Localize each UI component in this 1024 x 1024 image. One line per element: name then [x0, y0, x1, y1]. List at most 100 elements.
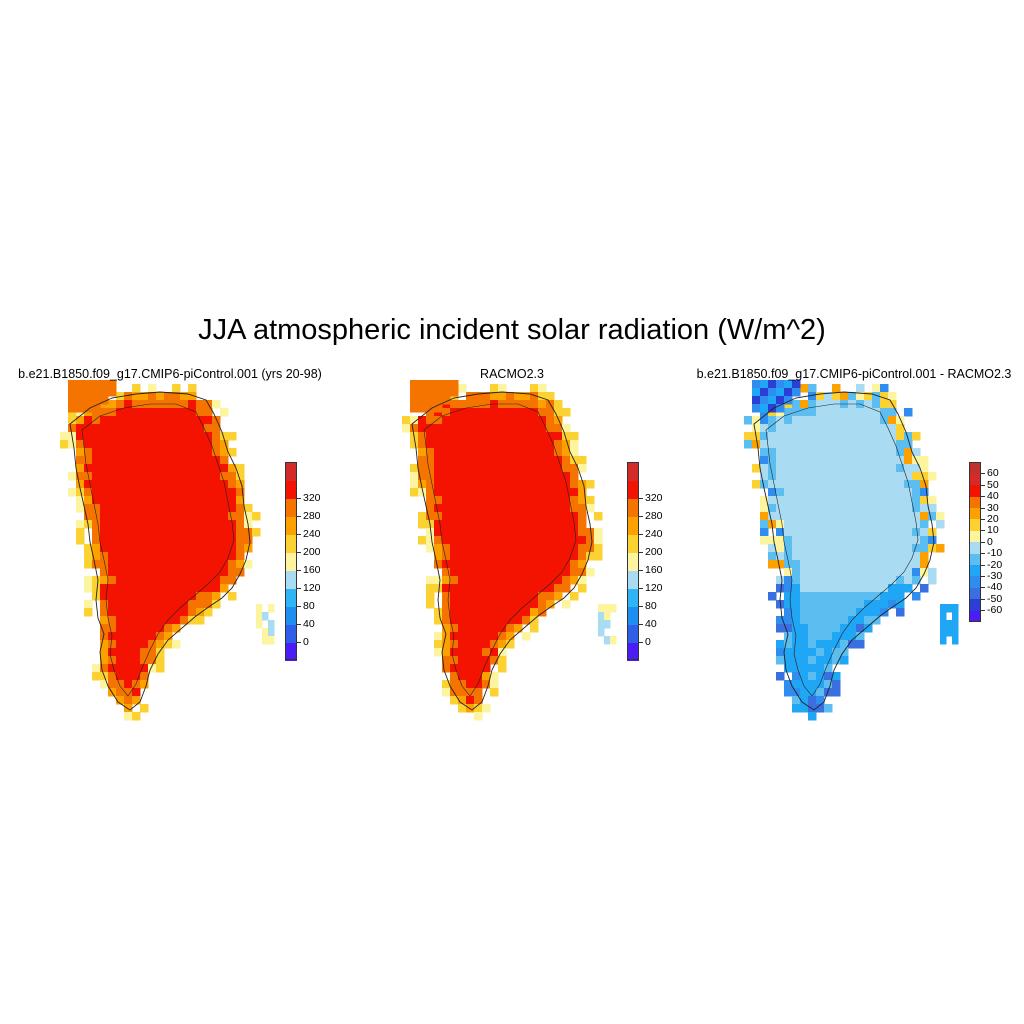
grid-cell	[832, 464, 841, 473]
grid-cell	[148, 456, 157, 465]
grid-cell	[840, 568, 849, 577]
grid-cell	[228, 528, 237, 537]
grid-cell	[458, 664, 467, 673]
grid-cell	[800, 400, 809, 409]
grid-cell	[490, 600, 499, 609]
grid-cell	[180, 584, 189, 593]
grid-cell	[522, 552, 531, 561]
grid-cell	[824, 680, 833, 689]
grid-cell	[888, 472, 897, 481]
grid-cell	[442, 512, 451, 521]
grid-cell	[864, 480, 873, 489]
grid-cell	[498, 496, 507, 505]
grid-cell	[92, 480, 101, 489]
grid-cell	[888, 568, 897, 577]
grid-cell	[888, 432, 897, 441]
grid-cell	[554, 408, 563, 417]
grid-cell	[530, 544, 539, 553]
grid-cell	[100, 380, 109, 389]
grid-cell	[784, 616, 793, 625]
grid-cell	[570, 440, 579, 449]
grid-cell	[418, 388, 427, 397]
grid-cell	[920, 584, 929, 593]
grid-cell	[124, 528, 133, 537]
nw-corner-patch	[752, 380, 801, 413]
grid-cell	[856, 544, 865, 553]
grid-cell	[108, 608, 117, 617]
grid-cell	[498, 480, 507, 489]
grid-cell	[864, 552, 873, 561]
grid-cell	[832, 544, 841, 553]
grid-cell	[808, 712, 817, 721]
grid-cell	[940, 620, 947, 629]
coastline	[411, 391, 593, 711]
grid-cell	[912, 488, 921, 497]
colorbar-tick	[981, 576, 985, 577]
grid-cell	[530, 464, 539, 473]
grid-cell	[108, 504, 117, 513]
grid-cell	[84, 496, 93, 505]
grid-cell	[538, 584, 547, 593]
grid-cell	[904, 504, 913, 513]
grid-cell	[808, 464, 817, 473]
grid-cell	[816, 624, 825, 633]
grid-cell	[418, 488, 427, 497]
grid-cell	[808, 664, 817, 673]
grid-cell	[538, 424, 547, 433]
grid-cell	[880, 560, 889, 569]
grid-cell	[816, 440, 825, 449]
grid-cell	[100, 520, 109, 529]
grid-cell	[848, 568, 857, 577]
grid-cell	[514, 608, 523, 617]
grid-cell	[196, 560, 205, 569]
grid-cell	[132, 616, 141, 625]
grid-cell	[848, 464, 857, 473]
grid-cell	[880, 392, 889, 401]
grid-cell	[196, 592, 205, 601]
grid-cell	[808, 624, 817, 633]
grid-cell	[164, 504, 173, 513]
grid-cell	[482, 400, 491, 409]
colorbar-tick	[297, 498, 301, 499]
grid-cell	[108, 648, 117, 657]
grid-cell	[808, 640, 817, 649]
grid-cell	[450, 568, 459, 577]
grid-cell	[196, 504, 205, 513]
grid-cell	[204, 424, 213, 433]
grid-cell	[108, 416, 117, 425]
grid-cell	[156, 616, 165, 625]
grid-cell	[840, 480, 849, 489]
grid-cell	[84, 416, 93, 425]
colorbar-tick	[297, 516, 301, 517]
grid-cell	[546, 528, 555, 537]
grid-cell	[856, 608, 865, 617]
grid-cell	[236, 496, 245, 505]
grid-cell	[204, 536, 213, 545]
grid-cell	[498, 648, 507, 657]
colorbar-tick-label: 320	[303, 492, 321, 504]
grid-cell	[792, 568, 801, 577]
grid-cell	[188, 616, 197, 625]
grid-cell	[172, 520, 181, 529]
grid-cell	[506, 544, 515, 553]
grid-cell	[776, 640, 785, 649]
grid-cell	[204, 488, 213, 497]
grid-cell	[506, 440, 515, 449]
grid-cell	[148, 616, 157, 625]
grid-cell	[116, 656, 125, 665]
grid-cell	[490, 512, 499, 521]
grid-cell	[904, 576, 913, 585]
grid-cell	[196, 552, 205, 561]
grid-cell	[538, 552, 547, 561]
grid-cell	[100, 424, 109, 433]
grid-cell	[490, 448, 499, 457]
svalbard-cells	[940, 604, 959, 645]
grid-cell	[124, 464, 133, 473]
grid-cell	[116, 448, 125, 457]
grid-cell	[196, 464, 205, 473]
grid-cell	[426, 464, 435, 473]
grid-cell	[188, 384, 197, 393]
grid-cell	[808, 416, 817, 425]
colorbar-segment	[285, 534, 297, 553]
grid-cell	[522, 400, 531, 409]
